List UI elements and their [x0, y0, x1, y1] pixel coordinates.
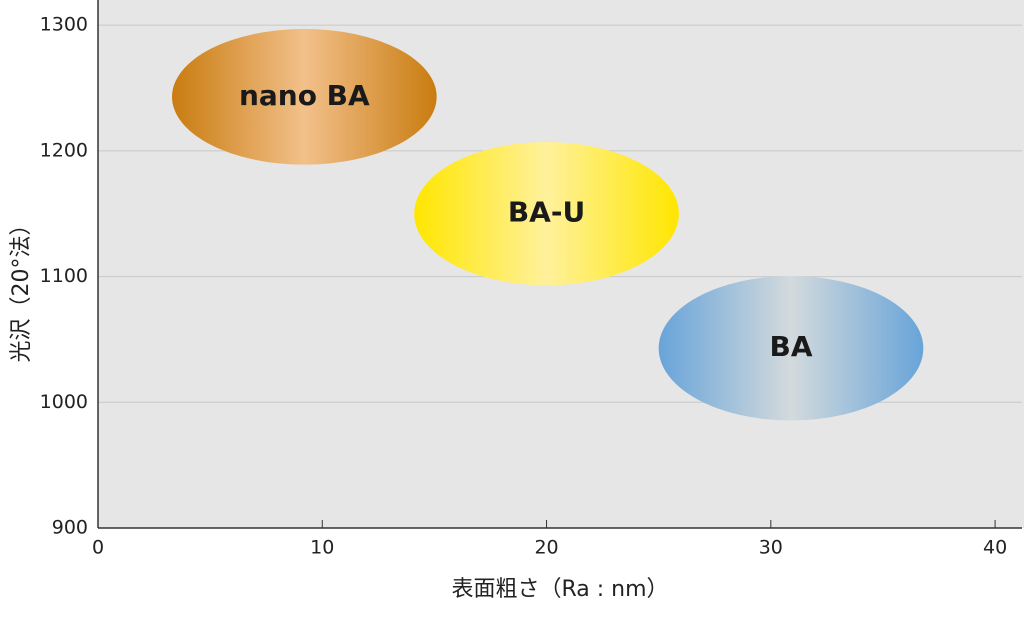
bubble: [658, 275, 924, 421]
x-tick-label: 10: [310, 537, 334, 559]
y-tick-label: 1100: [40, 265, 88, 287]
bubble-label: BA: [769, 330, 812, 363]
bubble: [172, 28, 437, 165]
y-tick-label: 1000: [40, 391, 88, 413]
x-tick-label: 40: [983, 537, 1007, 559]
y-axis-label: 光沢（20°法）: [9, 214, 34, 363]
x-axis-label: 表面粗さ（Ra : nm）: [451, 577, 668, 602]
y-tick-label: 1200: [40, 139, 88, 161]
bubble-label: BA-U: [508, 196, 585, 229]
x-tick-label: 30: [759, 537, 783, 559]
bubble-label: nano BA: [239, 79, 370, 112]
bubble: [414, 142, 679, 286]
y-tick-label: 900: [52, 517, 88, 539]
x-tick-label: 20: [534, 537, 558, 559]
y-tick-label: 1300: [40, 14, 88, 36]
x-tick-label: 0: [92, 537, 104, 559]
